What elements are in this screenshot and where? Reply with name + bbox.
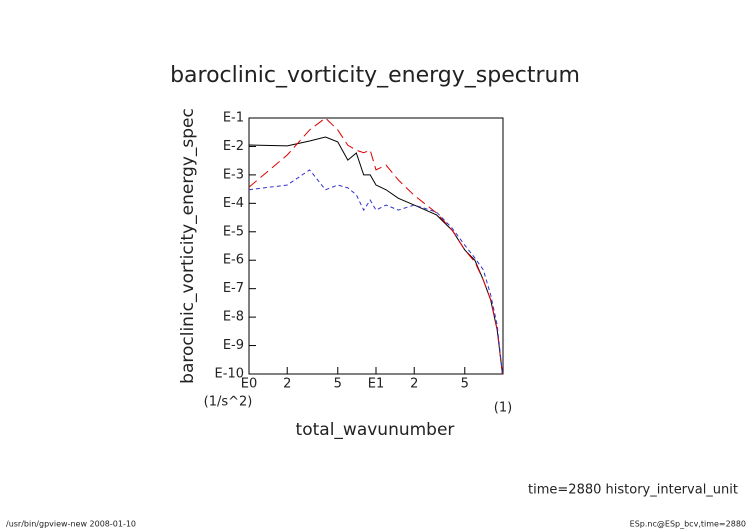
y-tick-label: E-8: [223, 310, 244, 325]
x-axis-unit: (1): [494, 401, 512, 416]
y-tick-label: E-1: [223, 111, 244, 126]
series-line: [249, 169, 503, 374]
x-tick-label: 5: [334, 377, 342, 392]
y-axis-unit: (1/s^2): [204, 395, 253, 410]
y-tick-label: E-9: [223, 338, 244, 353]
x-tick-label: 2: [283, 377, 291, 392]
y-tick-label: E-5: [223, 224, 244, 239]
plot-area: [249, 118, 503, 374]
footer-right: ESp.nc@ESp_bcv,time=2880: [630, 520, 746, 529]
y-axis-label: baroclinic_vorticity_energy_spec: [178, 108, 198, 384]
footer-left: /usr/bin/gpview-new 2008-01-10: [6, 520, 136, 529]
x-tick-label: 2: [410, 377, 418, 392]
series-line: [249, 118, 503, 374]
y-tick-label: E-7: [223, 281, 244, 296]
y-tick-label: E-2: [223, 139, 244, 154]
x-tick-label: 5: [461, 377, 469, 392]
annotation: time=2880 history_interval_unit: [528, 483, 738, 498]
x-tick-label: E1: [368, 377, 385, 392]
chart-title: baroclinic_vorticity_energy_spectrum: [170, 63, 580, 88]
series-line: [249, 136, 503, 374]
y-tick-label: E-10: [215, 367, 244, 382]
y-tick-label: E-3: [223, 167, 244, 182]
x-axis-label: total_wavunumber: [296, 420, 455, 440]
x-tick-label: E0: [241, 377, 258, 392]
y-tick-label: E-4: [223, 196, 244, 211]
y-tick-label: E-6: [223, 253, 244, 268]
